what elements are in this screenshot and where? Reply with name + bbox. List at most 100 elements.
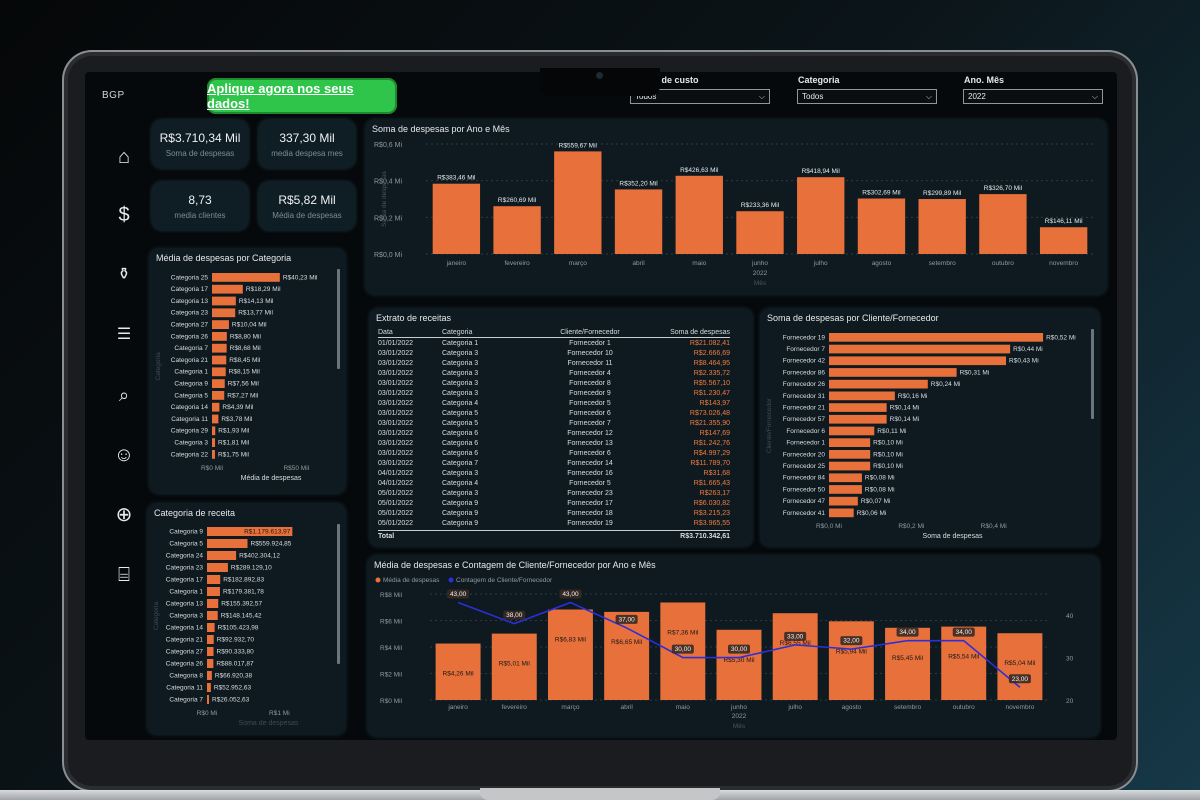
x-tick-label: outubro	[953, 704, 975, 711]
bar-value-label: R$13,77 Mil	[238, 310, 273, 317]
table-cell: Categoria 4	[442, 399, 479, 407]
filter-cost-center[interactable]: Todos ⌵	[630, 89, 770, 104]
table-cell: Categoria 6	[442, 429, 479, 437]
x-tick-label: abril	[632, 260, 645, 267]
bar	[212, 273, 280, 282]
y-tick-label: Fornecedor 42	[783, 358, 826, 365]
bar-value-label: R$8,80 Mil	[230, 333, 262, 340]
kpi-label: Soma de despesas	[165, 148, 235, 158]
table-row: 03/01/2022 Categoria 3 Fornecedor 9 R$1.230…	[378, 388, 730, 398]
table-row: 03/01/2022 Categoria 7 Fornecedor 14 R$11.7…	[378, 458, 730, 468]
table-cell: R$11.789,70	[690, 459, 730, 467]
chart-media-e-contagem-por-mes: Média de despesas e Contagem de Cliente/…	[368, 556, 1099, 736]
line-label-box	[896, 627, 919, 637]
table-extrato-receitas: Extrato de receitas Data Categoria Cliente…	[370, 309, 752, 546]
filter-year-month[interactable]: 2022 ⌵	[963, 89, 1103, 104]
table-cell: Categoria 3	[442, 369, 479, 377]
y-tick-label: Fornecedor 50	[783, 486, 826, 493]
money-bag-icon[interactable]: ⚱	[117, 266, 131, 283]
bar	[207, 623, 215, 632]
bar	[207, 683, 211, 692]
bar-value-label: R$92.932,70	[217, 636, 255, 643]
filter-category[interactable]: Todos ⌵	[797, 89, 937, 104]
table-cell: R$3.215,23	[693, 509, 730, 517]
table-cell: Categoria 6	[442, 449, 479, 457]
kpi-value: 8,73	[188, 192, 212, 207]
x-tick-label: junho	[751, 260, 768, 267]
bar-value-label: R$0,10 Mi	[873, 451, 903, 458]
table-cell: Fornecedor 5	[569, 399, 611, 407]
bar-value-label: R$0,06 Mi	[857, 510, 887, 517]
table-row: 03/01/2022 Categoria 3 Fornecedor 4 R$2.335…	[378, 368, 730, 378]
table-cell: Fornecedor 19	[567, 519, 613, 527]
bar-value-label: R$0,08 Mi	[865, 486, 895, 493]
bar	[212, 320, 229, 329]
bar	[212, 332, 227, 341]
clipboard-icon[interactable]: ☰	[116, 326, 132, 343]
line-value-label: 34,00	[899, 629, 916, 636]
table-row: 05/01/2022 Categoria 9 Fornecedor 19 R$3.96…	[378, 518, 730, 528]
home-icon[interactable]: ⌂	[117, 146, 131, 168]
y-tick-label: Categoria 22	[171, 451, 209, 458]
bar	[716, 629, 762, 700]
table-cell: 03/01/2022	[378, 449, 414, 457]
filter-label-category: Categoria	[798, 75, 840, 85]
bar-value-label: R$8,45 Mil	[229, 357, 261, 364]
bar-value-label: R$148.145,42	[221, 612, 262, 619]
y-tick-label: Categoria 5	[174, 392, 208, 399]
y-tick-label: R$0,6 Mi	[374, 142, 402, 149]
table-cell: 01/01/2022	[378, 339, 414, 347]
bar-value-label: R$0,10 Mi	[873, 463, 903, 470]
x-tick-label: novembro	[1005, 704, 1034, 711]
store-icon[interactable]: ⌸	[118, 564, 130, 586]
y-tick-label: Categoria 3	[174, 440, 208, 447]
bar-value-label: R$8,68 Mil	[230, 345, 262, 352]
y-tick-label: Categoria 17	[171, 286, 209, 293]
x-tick-label: maio	[692, 260, 706, 267]
bar	[604, 611, 650, 700]
bar	[829, 391, 895, 401]
table-cell: Total	[378, 532, 395, 540]
line-series	[457, 601, 1021, 688]
y-tick-label: Fornecedor 6	[786, 428, 825, 435]
table-cell: 03/01/2022	[378, 399, 414, 407]
line-label-box	[1008, 674, 1031, 684]
bar	[979, 194, 1027, 254]
money-icon[interactable]: $	[118, 204, 130, 226]
bar	[675, 175, 723, 254]
bar-value-label: R$6,55 Mil	[780, 640, 812, 647]
bar-value-label: R$90.333,80	[217, 648, 255, 655]
bar	[207, 539, 248, 548]
table-cell: Fornecedor 6	[569, 449, 611, 457]
bar-value-label: R$0,10 Mi	[873, 440, 903, 447]
search-icon[interactable]: ⌕	[118, 385, 130, 405]
chart-title: Soma de despesas por Ano e Mês	[372, 124, 510, 134]
table-cell: Fornecedor 11	[567, 359, 613, 367]
y-tick-label: Categoria 17	[166, 576, 204, 583]
y-tick-label: Fornecedor 26	[783, 381, 826, 388]
bar	[207, 671, 212, 680]
y-tick-label: Categoria 14	[171, 404, 209, 411]
bar-value-label: R$0,24 Mi	[931, 381, 961, 388]
table-cell: Fornecedor 14	[567, 459, 613, 467]
bar	[829, 438, 871, 447]
bar	[212, 450, 215, 459]
kpi-value: R$3.710,34 Mil	[159, 130, 241, 145]
person-icon[interactable]: ☺	[113, 444, 135, 466]
y-tick-label: Categoria 5	[169, 540, 203, 547]
table-cell: Categoria 4	[442, 479, 479, 487]
globe-icon[interactable]: ⊕	[115, 504, 133, 526]
cta-button[interactable]: Aplique agora nos seus dados!	[207, 78, 397, 114]
y-tick-label: Categoria 14	[166, 624, 204, 631]
filter-category-value: Todos	[802, 92, 824, 101]
bar	[829, 333, 1044, 342]
y-tick-label: Categoria 24	[166, 552, 204, 559]
bar	[207, 563, 228, 572]
table-cell: Fornecedor 6	[569, 409, 611, 417]
chart-svg: Média de despesas Contagem de Cliente/For…	[375, 577, 1074, 730]
bar	[829, 496, 858, 506]
legend-marker	[375, 577, 381, 583]
table-cell: Fornecedor 8	[569, 379, 611, 387]
table-cell: Categoria 9	[442, 499, 479, 507]
y-tick-label: Fornecedor 57	[783, 416, 826, 423]
